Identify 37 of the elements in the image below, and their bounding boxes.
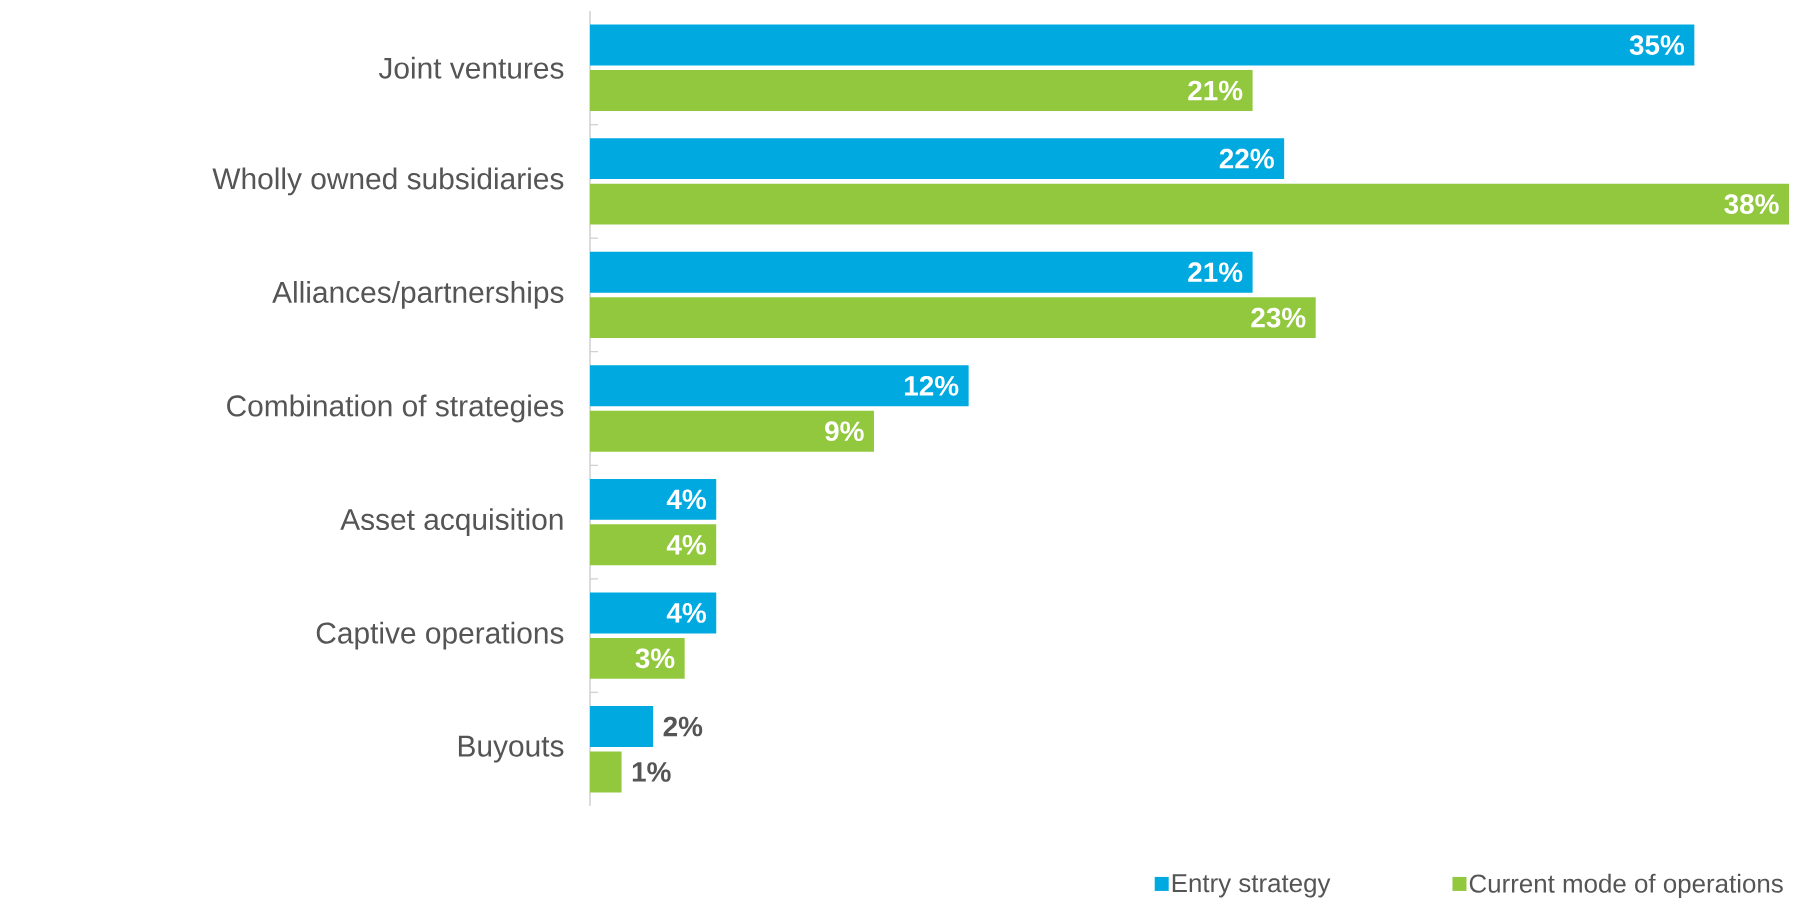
data-label: 2%: [663, 716, 703, 737]
bar: [590, 183, 1789, 225]
bar: [590, 365, 969, 407]
y-tick-label: Joint ventures: [378, 56, 564, 79]
bar: [590, 70, 1253, 111]
data-label: 4%: [666, 534, 706, 555]
data-label: 23%: [1251, 307, 1306, 328]
bar: [590, 524, 717, 566]
data-label: 22%: [1219, 148, 1274, 169]
bar: [590, 24, 1695, 66]
y-tick-label: Asset acquisition: [340, 508, 563, 537]
bar: [590, 592, 717, 634]
bar: [590, 751, 622, 793]
y-tick-label: Combination of strategies: [227, 394, 564, 423]
bar: [590, 251, 1253, 293]
legend-label: Current mode of operations: [1469, 873, 1783, 898]
data-label: 12%: [905, 375, 959, 396]
bar: [590, 478, 717, 520]
y-tick-label: Alliances/partnerships: [272, 281, 564, 309]
data-label: 21%: [1188, 80, 1243, 101]
bar: [590, 297, 1316, 339]
data-label: 3%: [635, 648, 675, 669]
bar: [590, 138, 1285, 180]
data-label: 9%: [825, 421, 864, 442]
bar: [590, 706, 654, 747]
bar: [590, 637, 685, 679]
y-tick-label: Wholly owned subsidiaries: [212, 167, 564, 196]
data-label: 35%: [1629, 35, 1685, 55]
data-label: 21%: [1188, 262, 1243, 283]
data-label: 4%: [666, 489, 706, 510]
y-tick-label: Buyouts: [458, 735, 564, 763]
legend-label: Entry strategy: [1172, 874, 1331, 898]
y-tick-label: Captive operations: [316, 621, 564, 650]
bar: [590, 410, 874, 452]
data-label: 4%: [666, 603, 706, 623]
data-label: 1%: [632, 762, 671, 782]
data-label: 38%: [1724, 194, 1779, 214]
